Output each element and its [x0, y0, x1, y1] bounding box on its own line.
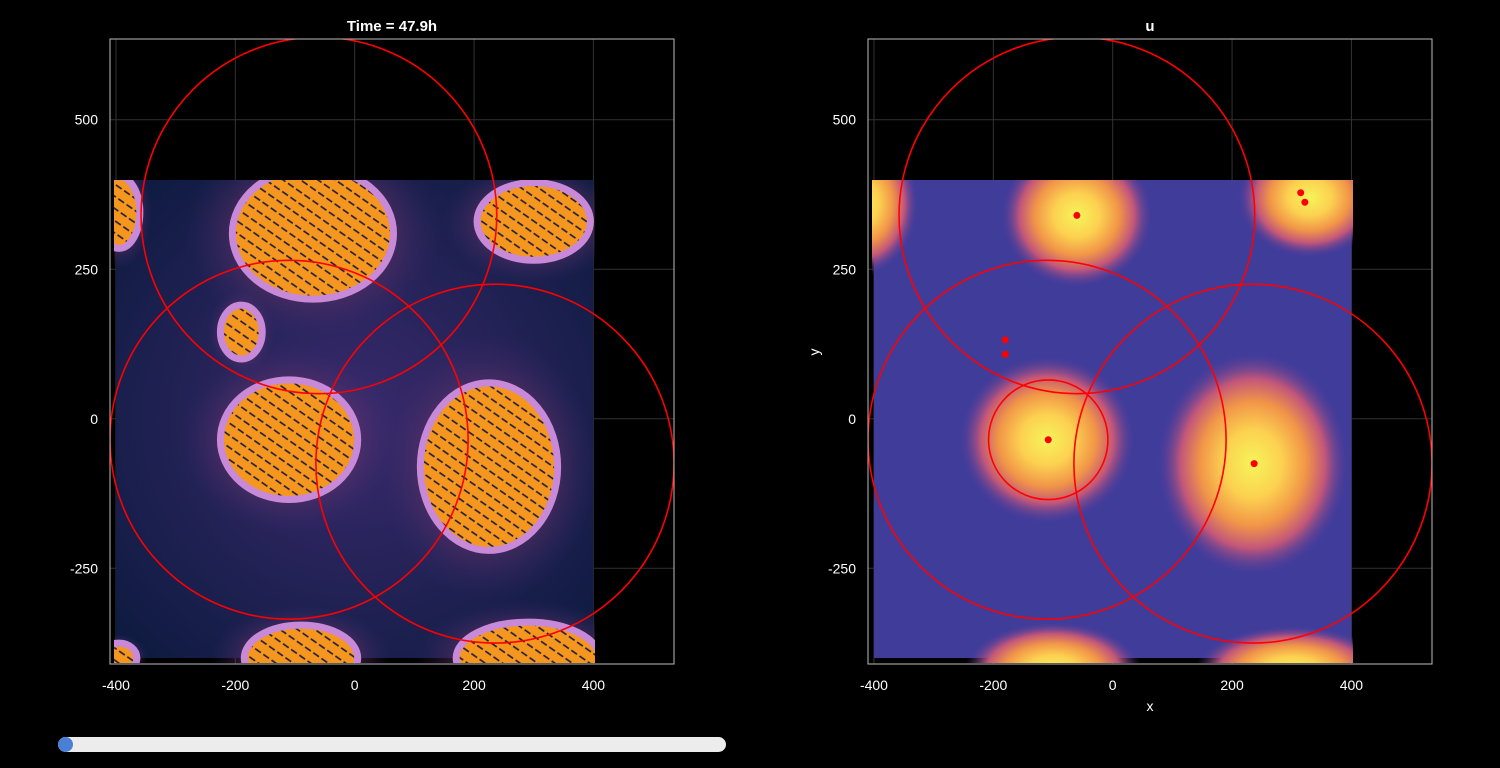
source-point	[1073, 211, 1081, 219]
concentration-peak	[1237, 180, 1353, 259]
cells-panel: -400 -200 0 200 400 -250 0 250 500 Time = 47.9h	[70, 18, 675, 693]
cell-colony	[452, 618, 595, 663]
cell-colony	[228, 180, 397, 303]
radius-circle	[868, 259, 1227, 620]
source-point	[1001, 336, 1009, 344]
plot-title: u	[1145, 18, 1154, 35]
y-tick-label: 0	[848, 411, 856, 427]
cell-colony	[216, 301, 266, 363]
radius-circle	[898, 39, 1256, 395]
y-tick-label: 250	[833, 261, 857, 277]
source-point	[1044, 436, 1052, 444]
y-axis-label: y	[806, 349, 822, 356]
u-panel: -400 -200 0 200 400 -250 0 250 500 u x y	[806, 18, 1433, 714]
source-point	[1250, 460, 1258, 468]
y-tick-label: -250	[70, 560, 98, 576]
x-tick-label: -400	[860, 677, 888, 693]
circle-layer	[868, 39, 1432, 644]
cell-colony	[114, 180, 144, 252]
source-point	[1301, 198, 1309, 206]
cell-colony	[240, 621, 362, 663]
x-tick-label: 200	[1220, 677, 1244, 693]
point-layer	[1001, 189, 1309, 468]
concentration-peak	[965, 621, 1141, 663]
concentration-peak	[1196, 625, 1353, 663]
source-point	[1001, 350, 1009, 358]
radius-circle	[1073, 283, 1432, 644]
y-tick-label: -250	[828, 560, 856, 576]
y-tick-label: 250	[75, 261, 99, 277]
y-tick-label: 0	[90, 411, 98, 427]
y-tick-label: 500	[75, 112, 99, 128]
radius-circle	[315, 283, 674, 644]
cell-colony	[114, 639, 141, 663]
x-tick-label: -200	[221, 677, 249, 693]
x-tick-label: -400	[102, 677, 130, 693]
x-tick-label: 0	[1109, 677, 1117, 693]
radius-circle	[110, 259, 469, 620]
plot-title: Time = 47.9h	[347, 18, 437, 35]
cell-colony	[216, 376, 362, 504]
plot-frame	[109, 38, 675, 665]
tick-labels: -400 -200 0 200 400 -250 0 250 500	[828, 112, 1363, 693]
tick-labels: -400 -200 0 200 400 -250 0 250 500	[70, 112, 605, 693]
x-tick-label: 400	[582, 677, 606, 693]
time-slider-track[interactable]	[58, 737, 726, 752]
plot-frame	[867, 38, 1433, 665]
x-axis-label: x	[1147, 698, 1154, 714]
cell-colony	[473, 180, 594, 264]
radius-circle	[140, 39, 498, 395]
concentration-peak	[872, 180, 919, 275]
x-tick-label: 200	[462, 677, 486, 693]
time-slider-handle[interactable]	[58, 737, 73, 752]
y-tick-label: 500	[833, 112, 857, 128]
radius-circle	[987, 379, 1109, 501]
cell-colony	[416, 379, 562, 554]
x-tick-label: 400	[1340, 677, 1364, 693]
circle-layer	[110, 39, 674, 644]
source-point	[1297, 189, 1305, 197]
x-tick-label: 0	[351, 677, 359, 693]
x-tick-label: -200	[979, 677, 1007, 693]
